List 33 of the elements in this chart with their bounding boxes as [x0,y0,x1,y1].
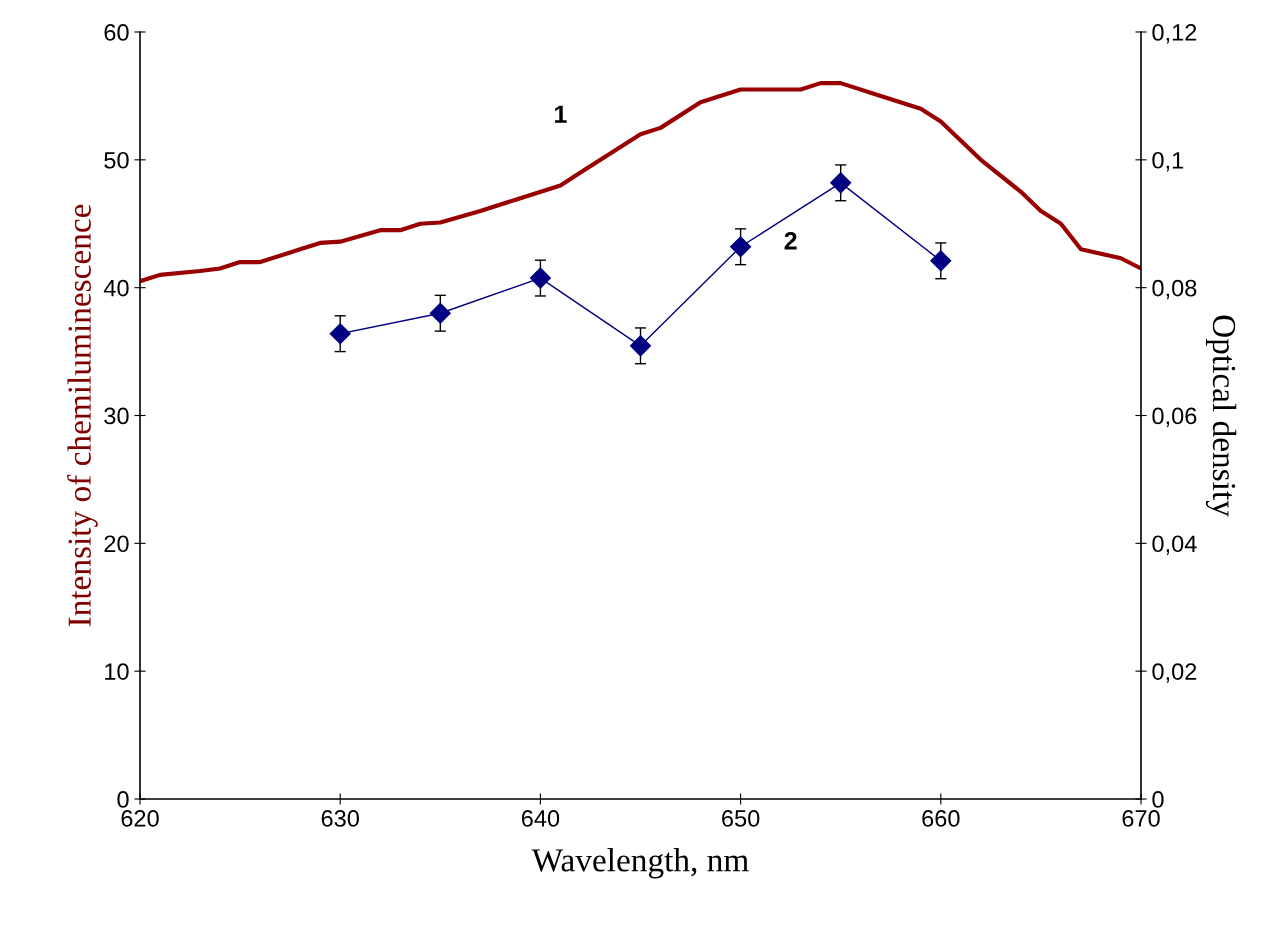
y-axis-title: Intensity of chemiluminescence [67,204,98,627]
point [429,302,451,324]
y2-tick-label: 0,12 [1152,24,1197,44]
line-series [140,81,1141,284]
annotation: 2 [784,231,797,250]
y2-tick-label: 0 [1152,791,1164,808]
y2-tick-label: 0,08 [1152,279,1197,300]
x-tick-label: 650 [722,810,760,827]
point [830,172,852,194]
y2-tick-label: 0,06 [1152,407,1197,428]
x-tick-label: 630 [321,810,359,827]
y2-tick-label: 0,04 [1152,535,1197,555]
point [730,236,752,258]
y-tick-label: 40 [103,279,129,297]
y2-tick-label: 0,02 [1152,663,1197,683]
x-axis-title: Wavelength, nm [531,848,749,879]
x-tick-label: 620 [121,810,159,827]
y-tick-label: 30 [104,407,129,425]
point [629,335,652,357]
y-tick-label: 10 [105,663,129,680]
y-tick-label: 0 [117,791,129,808]
y-tick-label: 20 [104,535,129,553]
y-tick-label: 60 [104,24,129,41]
point [529,267,551,289]
x-tick-label: 660 [922,810,960,827]
x-tick-label: 640 [521,810,560,827]
point [930,250,952,272]
point [329,323,351,345]
y2-axis-title: Optical density [1205,315,1237,517]
x-tick-label: 670 [1122,810,1160,827]
annotation: 1 [555,105,567,123]
y2-tick-label: 0,1 [1152,151,1184,172]
y-tick-label: 50 [104,151,129,169]
